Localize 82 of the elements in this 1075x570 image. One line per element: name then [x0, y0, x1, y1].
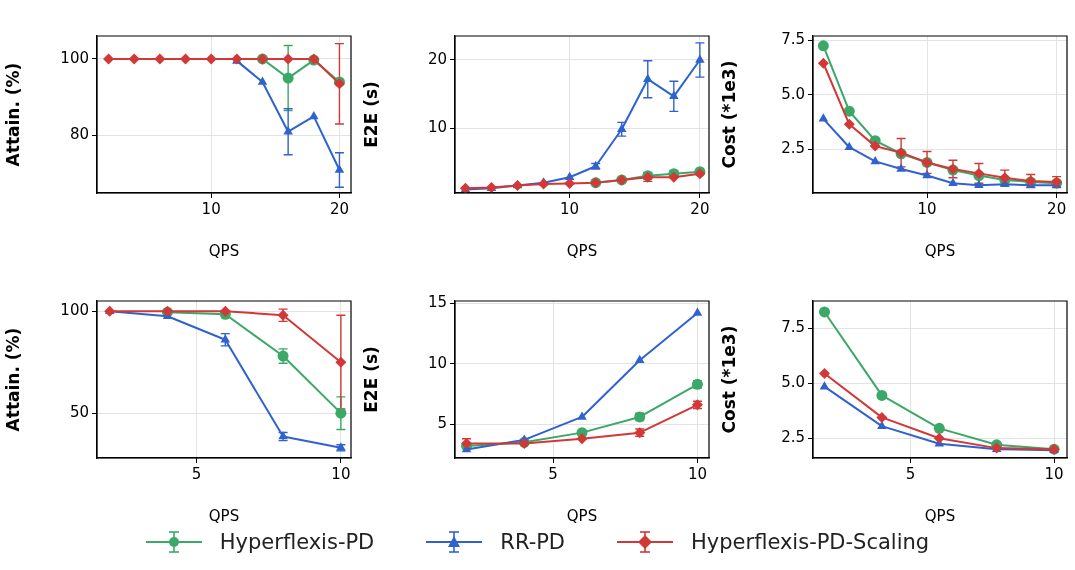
x-tick-label: 20	[329, 199, 349, 218]
x-tick-label: 5	[905, 464, 916, 483]
y-tick-label: 10	[427, 353, 447, 372]
point	[643, 73, 653, 82]
x-axis-title: QPS	[208, 506, 240, 525]
point	[577, 411, 587, 420]
point	[876, 411, 888, 423]
point	[576, 433, 588, 445]
point	[538, 178, 550, 190]
point	[669, 90, 679, 100]
point	[819, 381, 830, 390]
y-tick-label: 7.5	[781, 30, 805, 49]
y-axis-title: Cost (*1e3)	[718, 60, 739, 169]
x-axis-title: QPS	[924, 506, 956, 525]
point	[309, 110, 319, 120]
point	[818, 306, 830, 318]
point	[876, 389, 888, 401]
point	[948, 177, 958, 186]
point	[843, 118, 855, 130]
point	[695, 54, 705, 63]
point	[128, 53, 140, 65]
y-axis-title: E2E (s)	[360, 81, 381, 148]
y-tick-label: 5.0	[781, 84, 805, 103]
point	[817, 57, 829, 69]
point	[843, 105, 855, 117]
point	[922, 170, 932, 179]
point	[818, 113, 829, 122]
point	[205, 53, 217, 65]
y-axis-title: Cost (*1e3)	[718, 325, 739, 434]
legend-label: RR-PD	[500, 530, 566, 554]
x-tick-label: 10	[687, 464, 707, 483]
y-axis-title: Attain. (%)	[2, 327, 23, 432]
point	[634, 354, 645, 363]
x-tick-label: 10	[560, 199, 580, 218]
y-tick-label: 7.5	[781, 318, 805, 337]
x-tick-label: 10	[201, 199, 221, 218]
y-axis-title: Attain. (%)	[2, 62, 23, 167]
point	[154, 53, 166, 65]
legend-label: Hyperflexis-PD-Scaling	[691, 530, 930, 554]
y-tick-label: 20	[427, 49, 447, 68]
y-tick-label: 5	[437, 414, 447, 433]
point	[282, 72, 294, 84]
point	[817, 40, 829, 52]
y-tick-label: 10	[427, 118, 447, 137]
point	[896, 163, 906, 172]
point	[335, 407, 347, 419]
point	[334, 164, 345, 173]
point	[974, 179, 984, 189]
legend-label: Hyperflexis-PD	[219, 530, 375, 554]
point	[257, 76, 268, 85]
x-tick-label: 5	[548, 464, 558, 483]
y-tick-label: 5.0	[781, 373, 805, 392]
x-tick-label: 10	[1044, 464, 1064, 483]
point	[616, 123, 627, 132]
x-axis-title: QPS	[924, 241, 956, 260]
point	[933, 432, 945, 444]
y-axis-title: E2E (s)	[360, 346, 381, 413]
point	[282, 53, 294, 65]
y-tick-label: 2.5	[781, 139, 805, 158]
point	[335, 356, 347, 368]
x-axis-title: QPS	[208, 241, 240, 260]
point	[870, 155, 880, 165]
y-tick-label: 15	[427, 293, 447, 312]
point	[869, 140, 881, 152]
x-tick-label: 10	[917, 199, 937, 218]
point	[933, 422, 945, 434]
x-tick-label: 10	[331, 464, 351, 483]
y-tick-label: 100	[60, 48, 89, 67]
point	[564, 171, 575, 180]
x-tick-label: 20	[690, 199, 710, 218]
x-tick-label: 20	[1047, 199, 1067, 218]
point	[692, 307, 703, 316]
y-tick-label: 50	[69, 403, 89, 422]
x-axis-title: QPS	[566, 506, 598, 525]
y-tick-label: 2.5	[781, 428, 805, 447]
y-tick-label: 80	[69, 125, 89, 144]
x-axis-title: QPS	[566, 241, 598, 260]
point	[844, 141, 855, 150]
y-tick-label: 100	[60, 301, 89, 320]
x-tick-label: 5	[191, 464, 202, 483]
point	[564, 177, 576, 189]
point	[818, 367, 830, 379]
